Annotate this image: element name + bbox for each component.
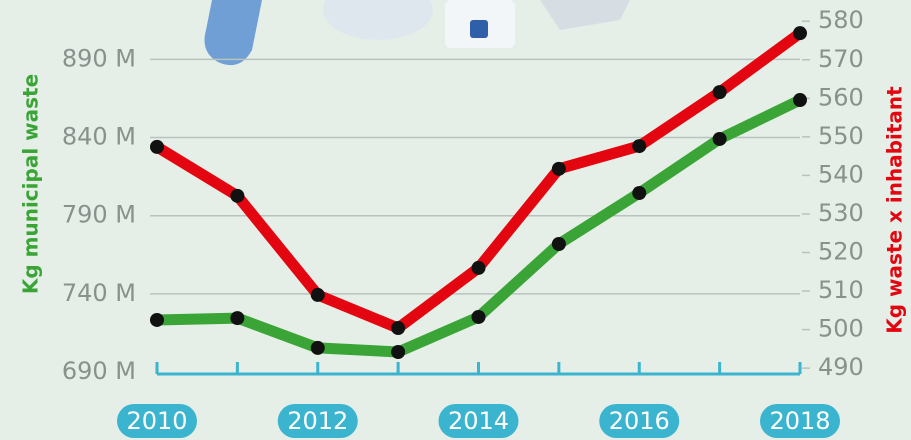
y2-tick-label: 580 — [818, 6, 864, 34]
x-label-pill — [438, 404, 519, 438]
y2-tick-label: 570 — [818, 45, 864, 73]
y-tick-label: 690 M — [62, 357, 136, 385]
x-label-pill — [760, 404, 840, 438]
y2-tick-label: 540 — [818, 160, 864, 188]
data-point — [793, 93, 807, 108]
y2-axis-title: Kg waste x inhabitant — [883, 86, 907, 334]
y-tick-label: 790 M — [62, 201, 136, 229]
data-point — [230, 188, 245, 203]
y-tick-label: 890 M — [62, 44, 136, 72]
data-point — [712, 85, 727, 100]
data-point — [551, 161, 566, 176]
data-point — [310, 287, 325, 302]
x-label-pill — [277, 404, 358, 438]
data-point — [471, 309, 486, 324]
data-point — [391, 321, 406, 336]
y2-tick-label: 490 — [818, 353, 864, 381]
x-tick-label: 2014 — [448, 407, 509, 435]
data-point — [793, 26, 807, 41]
y2-tick-label: 520 — [818, 237, 864, 265]
x-label-pill — [117, 404, 197, 438]
data-point — [632, 139, 647, 154]
data-point — [551, 236, 566, 251]
y2-tick-label: 510 — [818, 276, 864, 304]
x-tick-label: 2012 — [287, 407, 348, 435]
data-point — [712, 131, 727, 146]
data-point — [230, 311, 245, 326]
data-point — [471, 260, 486, 275]
y-tick-label: 840 M — [62, 123, 136, 151]
data-point — [310, 340, 325, 355]
y-axis-title: Kg municipal waste — [19, 74, 43, 294]
y2-tick-label: 550 — [818, 122, 864, 150]
y2-tick-label: 500 — [818, 315, 864, 343]
data-point — [632, 186, 647, 201]
x-tick-label: 2016 — [609, 407, 670, 435]
y-tick-label: 740 M — [62, 279, 136, 307]
data-point — [391, 344, 406, 359]
y2-tick-label: 530 — [818, 199, 864, 227]
data-point — [150, 139, 164, 154]
y2-tick-label: 560 — [818, 83, 864, 111]
x-tick-label: 2010 — [126, 407, 187, 435]
x-tick-label: 2018 — [769, 407, 830, 435]
x-label-pill — [599, 404, 680, 438]
data-point — [150, 312, 164, 327]
decor-icons — [204, 0, 630, 66]
